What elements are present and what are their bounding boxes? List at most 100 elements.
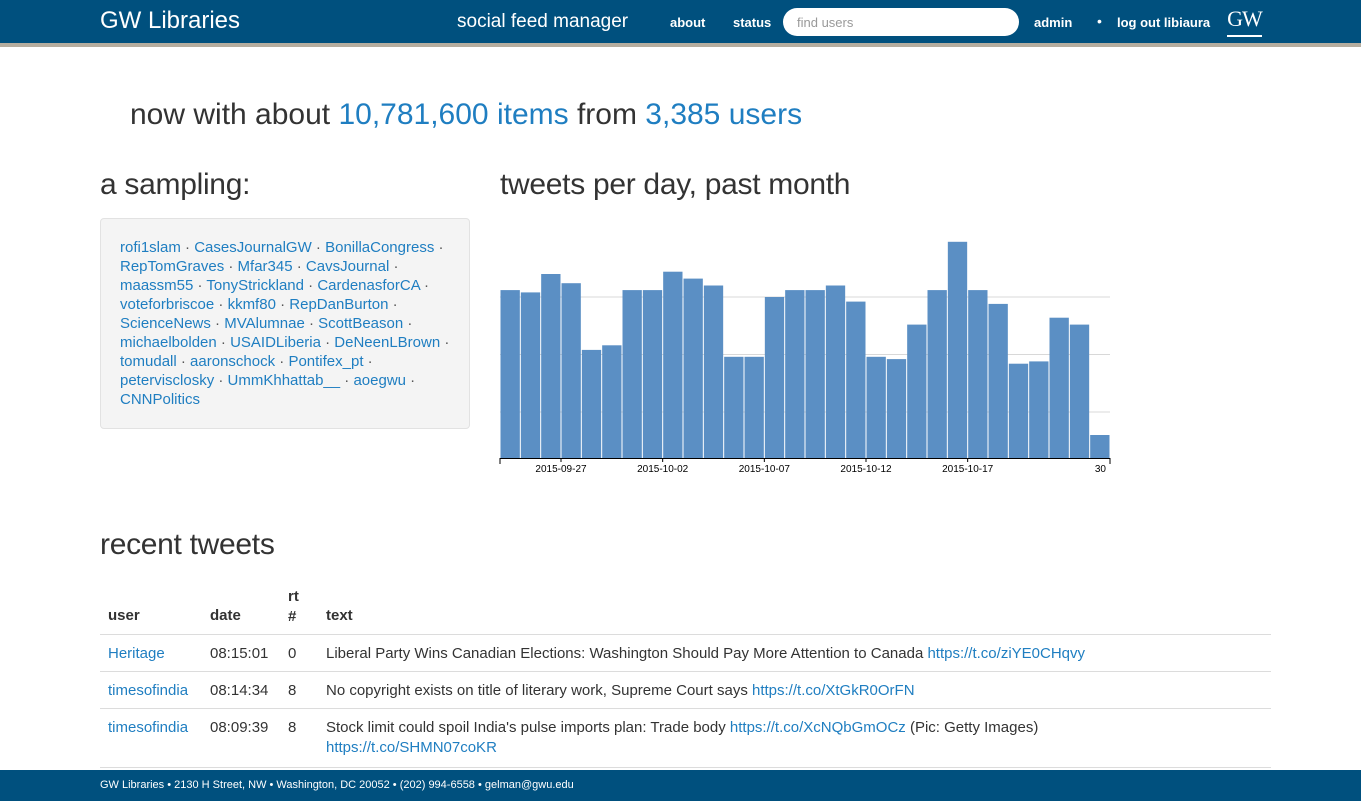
chart-bar[interactable] — [602, 345, 622, 458]
tweet-rt-count: 0 — [288, 645, 297, 662]
x-tick-label: 2015-10-12 — [840, 464, 892, 475]
chart-bar[interactable] — [846, 301, 866, 458]
chart-bar[interactable] — [947, 241, 968, 458]
separator-dot: · — [214, 296, 228, 313]
x-tick-label: 2015-10-17 — [942, 464, 994, 475]
table-row: timesofindia 08:14:34 8 No copyright exi… — [100, 671, 1271, 709]
tweet-text: Stock limit could spoil India's pulse im… — [326, 719, 1038, 736]
sampling-user-link[interactable]: aoegwu — [353, 372, 406, 389]
tweet-user-link[interactable]: timesofindia — [108, 719, 189, 736]
sampling-user-link[interactable]: ScottBeason — [318, 315, 404, 332]
sampling-user-link[interactable]: USAIDLiberia — [230, 334, 321, 351]
sampling-user-link[interactable]: UmmKhhattab__ — [227, 372, 341, 389]
sampling-user-link[interactable]: maassm55 — [120, 277, 194, 294]
gw-logo[interactable]: GW — [1227, 8, 1263, 37]
sampling-user-link[interactable]: MVAlumnae — [224, 315, 305, 332]
chart-bar[interactable] — [907, 324, 927, 458]
sampling-user-link[interactable]: CNNPolitics — [120, 391, 201, 408]
separator-dot: · — [210, 315, 225, 332]
sampling-user-link[interactable]: voteforbriscoe — [120, 296, 215, 313]
x-tick-label: 2015-10-02 — [637, 464, 689, 475]
separator-dot: · — [180, 239, 195, 256]
tweet-user-link[interactable]: Heritage — [108, 645, 165, 662]
tweets-per-day-chart: 2015-09-27 2015-10-02 2015-10-07 2015-10-12… — [499, 241, 1111, 475]
hero-stats: now with about 10,781,600 items from 3,3… — [130, 98, 802, 132]
app-name-link[interactable]: social feed manager — [457, 11, 629, 32]
sampling-user-link[interactable]: rofi1slam — [120, 239, 181, 256]
users-count-link[interactable]: 3,385 users — [645, 98, 803, 131]
chart-bar[interactable] — [744, 356, 764, 458]
header-date: date — [210, 607, 241, 624]
sampling-user-link[interactable]: aaronschock — [190, 353, 276, 370]
chart-bar[interactable] — [1008, 363, 1029, 458]
find-users-input[interactable] — [783, 8, 1019, 36]
chart-bar[interactable] — [866, 356, 886, 458]
footer-text: GW Libraries • 2130 H Street, NW • Washi… — [100, 779, 574, 791]
tweet-link[interactable]: https://t.co/ziYE0CHqvy — [927, 645, 1086, 662]
chart-bar[interactable] — [703, 285, 724, 459]
tweet-text: No copyright exists on title of literary… — [326, 682, 915, 699]
sampling-user-link[interactable]: DeNeenLBrown — [334, 334, 441, 351]
sampling-user-link[interactable]: Pontifex_pt — [288, 353, 364, 370]
logout-link[interactable]: log out libiaura — [1117, 15, 1211, 30]
sampling-user-link[interactable]: Mfar345 — [237, 258, 293, 275]
chart-bar[interactable] — [683, 278, 703, 458]
sampling-user-link[interactable]: RepDanBurton — [289, 296, 389, 313]
chart-bar[interactable] — [520, 292, 541, 458]
chart-bar[interactable] — [927, 290, 947, 458]
nav-admin-link[interactable]: admin — [1034, 15, 1073, 30]
chart-bar[interactable] — [886, 359, 907, 458]
chart-bar[interactable] — [541, 274, 561, 458]
chart-bar[interactable] — [825, 285, 846, 459]
chart-bar[interactable] — [1049, 317, 1069, 458]
nav-status-link[interactable]: status — [733, 15, 772, 30]
x-tick-label: 2015-10-07 — [739, 464, 791, 475]
sampling-user-link[interactable]: petervisclosky — [120, 372, 215, 389]
sampling-user-link[interactable]: CardenasforCA — [317, 277, 420, 294]
chart-bar[interactable] — [500, 290, 520, 458]
separator-dot: · — [311, 239, 326, 256]
header-text: text — [326, 607, 353, 624]
chart-bar[interactable] — [785, 290, 805, 458]
chart-bar[interactable] — [1090, 435, 1110, 458]
brand-link[interactable]: GW Libraries — [100, 7, 241, 34]
sampling-user-link[interactable]: RepTomGraves — [120, 258, 225, 275]
chart-bar[interactable] — [642, 290, 663, 458]
separator-dot: · — [440, 334, 450, 351]
separator-dot: · — [340, 372, 354, 389]
sampling-user-link[interactable]: TonyStrickland — [206, 277, 304, 294]
tweet-link[interactable]: https://t.co/XcNQbGmOCz — [729, 719, 906, 736]
chart-bar[interactable] — [988, 303, 1008, 458]
chart-bar[interactable] — [581, 349, 602, 458]
chart-bar[interactable] — [805, 290, 825, 458]
tweet-text-body: Liberal Party Wins Canadian Elections: W… — [326, 645, 928, 662]
tweet-user-link[interactable]: timesofindia — [108, 682, 189, 699]
tweet-link[interactable]: https://t.co/XtGkR0OrFN — [752, 682, 915, 699]
sampling-user-link[interactable]: CasesJournalGW — [194, 239, 312, 256]
chart-bar[interactable] — [764, 297, 785, 458]
sampling-user-link[interactable]: BonillaCongress — [325, 239, 435, 256]
tweet-date: 08:14:34 — [210, 682, 269, 699]
chart-bar[interactable] — [1069, 324, 1090, 458]
sampling-user-link[interactable]: michaelbolden — [120, 334, 217, 351]
nav-bullet: • — [1097, 13, 1102, 29]
sampling-user-link[interactable]: kkmf80 — [227, 296, 276, 313]
chart-bar[interactable] — [663, 271, 683, 458]
separator-dot: · — [224, 258, 238, 275]
chart-bar[interactable] — [561, 283, 581, 458]
items-count-link[interactable]: 10,781,600 items — [338, 98, 569, 131]
table-row: timesofindia 08:09:39 8 Stock limit coul… — [100, 708, 1271, 768]
chart-bar[interactable] — [724, 356, 744, 458]
sampling-user-link[interactable]: tomudall — [120, 353, 177, 370]
chart-bar[interactable] — [968, 290, 988, 458]
chart-bar[interactable] — [622, 290, 642, 458]
chart-bar[interactable] — [1029, 361, 1049, 458]
tweet-image-link[interactable]: https://t.co/SHMN07coKR — [326, 739, 497, 756]
separator-dot: · — [275, 296, 290, 313]
sampling-user-link[interactable]: ScienceNews — [120, 315, 211, 332]
separator-dot: · — [388, 296, 398, 313]
sampling-user-link[interactable]: CavsJournal — [305, 258, 390, 275]
hero-middle: from — [568, 98, 646, 131]
nav-about-link[interactable]: about — [670, 15, 706, 30]
separator-dot: · — [193, 277, 207, 294]
